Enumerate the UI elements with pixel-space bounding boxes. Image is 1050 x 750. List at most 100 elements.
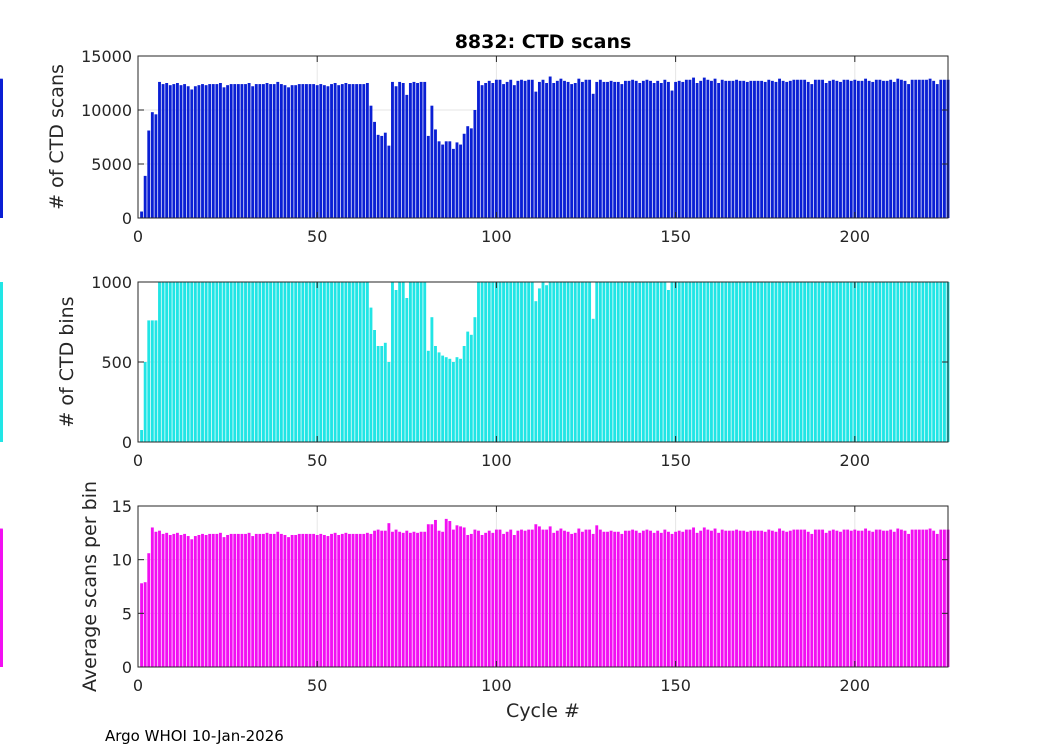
avg-bar [584, 529, 588, 667]
avg-bar [150, 527, 154, 667]
bins-bar [548, 282, 552, 442]
scans-bar [287, 87, 290, 218]
bins-bar [423, 282, 427, 442]
avg-bar [760, 530, 764, 667]
scans-bar [211, 84, 215, 218]
avg-bar [534, 524, 538, 667]
avg-bar [878, 529, 882, 667]
avg-ytick-label: 5 [122, 604, 132, 623]
bins-bar [150, 320, 154, 442]
scans-bar [222, 87, 226, 218]
bins-ytick-label: 500 [101, 353, 132, 372]
bins-bar [283, 282, 287, 442]
bins-bar [921, 282, 925, 442]
bins-bar [874, 282, 878, 442]
bins-bar [684, 282, 688, 442]
avg-bar [290, 534, 294, 667]
avg-bar [821, 529, 824, 667]
bins-bar [247, 282, 251, 442]
avg-bar [817, 529, 821, 667]
avg-bar [903, 530, 907, 667]
avg-bar [835, 530, 839, 667]
avg-xtick-label: 0 [133, 676, 143, 695]
scans-bar [939, 79, 943, 218]
scans-bar [774, 81, 778, 218]
bins-bar [380, 346, 384, 442]
scans-bar [140, 211, 144, 218]
avg-bar [140, 583, 144, 667]
scans-bar [143, 175, 147, 218]
bins-bar [297, 282, 301, 442]
bins-bar [301, 282, 305, 442]
scans-bar [512, 85, 516, 218]
bins-bar [580, 282, 584, 442]
scans-bar [577, 78, 581, 219]
scans-ytick-label: 10000 [81, 101, 132, 120]
scans-bar [724, 80, 728, 218]
bins-bar [595, 282, 599, 442]
avg-bar [706, 529, 710, 667]
avg-bar [484, 532, 488, 667]
bins-bar [659, 282, 663, 442]
avg-bar [917, 529, 921, 667]
bins-bar [362, 282, 366, 442]
scans-bar [491, 83, 495, 218]
bins-ylabel: # of CTD bins [56, 296, 78, 427]
scans-bar [609, 80, 613, 218]
avg-bar [616, 531, 620, 667]
bins-bar [383, 342, 387, 442]
bins-bar [903, 282, 907, 442]
scans-xtick-label: 100 [481, 227, 512, 246]
scans-bar [745, 81, 749, 218]
avg-bar [276, 531, 280, 667]
scans-bar [201, 84, 204, 218]
bins-bar [437, 352, 441, 442]
scans-bar [796, 79, 799, 218]
scans-bar [749, 80, 753, 218]
avg-bar [889, 529, 893, 667]
avg-ylabel: Average scans per bin [79, 481, 101, 692]
scans-ytick-label: 5000 [91, 155, 132, 174]
bins-bar [652, 282, 656, 442]
avg-bar [154, 531, 158, 667]
scans-bar [871, 81, 875, 218]
avg-bar [831, 529, 835, 667]
scans-bar [398, 81, 402, 218]
scans-bar [573, 83, 577, 218]
avg-bar [634, 530, 638, 667]
bins-bar [534, 301, 538, 442]
avg-bar [337, 534, 341, 667]
avg-bar [473, 529, 477, 667]
bins-bar [799, 282, 803, 442]
scans-bar [656, 80, 660, 218]
scans-bar [821, 79, 824, 218]
bins-bar [817, 282, 821, 442]
avg-xtick-label: 50 [307, 676, 327, 695]
bins-bar [333, 282, 337, 442]
bins-bar [573, 282, 577, 442]
bins-bar [928, 282, 932, 442]
bins-bar [265, 282, 269, 442]
scans-bar [226, 85, 230, 218]
scans-bar [552, 83, 556, 218]
scans-bar [545, 83, 549, 218]
avg-bar [340, 533, 344, 667]
avg-bar [942, 529, 946, 667]
scans-bar [659, 83, 663, 218]
avg-bar [799, 529, 803, 667]
scans-bar [570, 84, 574, 218]
avg-bar [509, 529, 513, 667]
scans-xtick-label: 200 [840, 227, 871, 246]
bins-bar [846, 282, 850, 442]
scans-bar [649, 80, 652, 218]
scans-bar [806, 81, 810, 218]
scans-bar [695, 83, 699, 218]
scans-bar [394, 86, 398, 219]
scans-bar [161, 84, 165, 218]
avg-bar [469, 533, 473, 667]
bins-bar [738, 282, 742, 442]
bins-bar [462, 346, 466, 442]
avg-bar [312, 533, 316, 667]
scans-bar [262, 84, 265, 218]
